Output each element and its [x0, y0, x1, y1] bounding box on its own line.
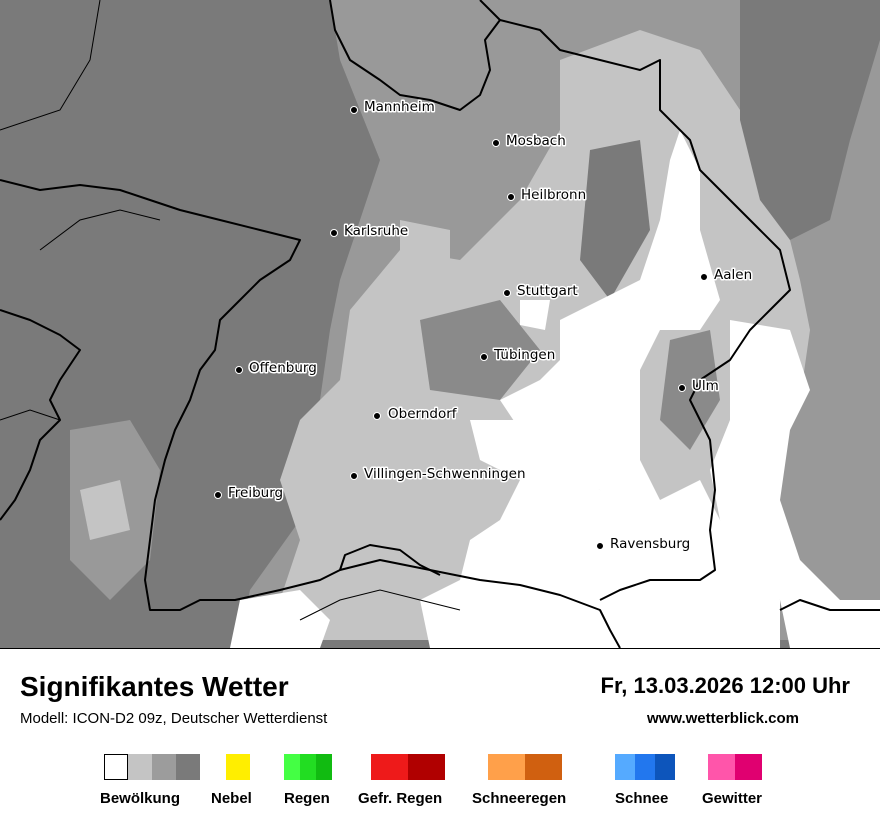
- legend-swatch: [284, 754, 300, 780]
- legend-thunderstorm: Gewitter: [702, 754, 762, 807]
- city-label: Karlsruhe: [344, 223, 408, 239]
- legend-swatch: [104, 754, 128, 780]
- state-border-bw-east: [499, 19, 791, 601]
- city-heilbronn: Heilbronn: [507, 186, 588, 205]
- legend-freezing-rain: Gefr. Regen: [358, 754, 445, 807]
- region-line-1: [0, 0, 101, 131]
- legend-swatch: [488, 754, 525, 780]
- clear-sky-region-sw: [230, 590, 330, 648]
- city-label: Freiburg: [228, 485, 283, 501]
- legend-swatch: [525, 754, 562, 780]
- state-border-bw-north: [329, 0, 501, 111]
- cloud-region-light-2: [400, 220, 450, 290]
- legend-label: Nebel: [211, 790, 252, 807]
- legend-swatch: [735, 754, 762, 780]
- city-label: Offenburg: [249, 360, 317, 376]
- legend-label: Schnee: [615, 790, 669, 807]
- legend-rain: Regen: [284, 754, 332, 807]
- cloud-region-dark-patch-4: [660, 330, 720, 450]
- legend-label: Gewitter: [702, 790, 763, 807]
- legend-swatch: [316, 754, 332, 780]
- cloud-region-dark-patch-2: [420, 300, 540, 400]
- country-border-france: [0, 309, 81, 521]
- legend-sleet: Schneeregen: [472, 754, 566, 807]
- legend-swatch: [300, 754, 316, 780]
- city-freiburg: Freiburg: [214, 484, 285, 503]
- legend-swatch: [226, 754, 250, 780]
- clear-sky-region-patch: [520, 300, 550, 330]
- city-label: Oberndorf: [388, 406, 458, 422]
- city-stuttgart: Stuttgart: [503, 282, 579, 301]
- website-link[interactable]: www.wetterblick.com: [647, 710, 799, 727]
- city-label: Villingen-Schwenningen: [364, 466, 526, 482]
- legend-label: Gefr. Regen: [358, 790, 443, 807]
- city-label: Aalen: [714, 267, 752, 283]
- city-label: Ravensburg: [610, 536, 690, 552]
- legend-swatch: [176, 754, 200, 780]
- legend-swatch: [371, 754, 408, 780]
- city-offenburg: Offenburg: [235, 359, 318, 378]
- model-source: Modell: ICON-D2 09z, Deutscher Wetterdie…: [20, 710, 328, 727]
- legend-label: Schneeregen: [472, 790, 567, 807]
- legend-swatch: [708, 754, 735, 780]
- forecast-datetime: Fr, 13.03.2026 12:00 Uhr: [600, 673, 851, 698]
- region-line-3: [0, 409, 61, 421]
- legend-swatch: [635, 754, 655, 780]
- region-line-2: [39, 209, 161, 251]
- legend-swatch: [128, 754, 152, 780]
- city-ravensburg: Ravensburg: [596, 535, 692, 554]
- city-tuebingen: Tübingen: [480, 346, 557, 365]
- legend-label: Regen: [284, 790, 330, 807]
- city-villingen-schwenningen: Villingen-Schwenningen: [350, 465, 527, 484]
- weather-legend: Bewölkung Nebel Regen Gefr. Regen: [0, 754, 880, 824]
- city-label: Mannheim: [364, 99, 435, 115]
- clear-sky-region: [500, 130, 720, 510]
- legend-swatch: [152, 754, 176, 780]
- legend-label: Bewölkung: [100, 790, 181, 807]
- country-border-austria: [779, 599, 880, 611]
- legend-snow: Schnee: [615, 754, 675, 807]
- map-title: Signifikantes Wetter: [20, 671, 289, 702]
- city-karlsruhe: Karlsruhe: [330, 222, 410, 241]
- cloud-region-dark-patch: [580, 140, 650, 300]
- legend-fog: Nebel: [211, 754, 252, 807]
- legend-cloudiness: Bewölkung: [100, 754, 200, 807]
- cloud-region-light-3: [80, 480, 130, 540]
- region-line-4: [299, 589, 461, 621]
- clear-sky-region-east: [710, 320, 880, 648]
- city-ulm: Ulm: [678, 377, 720, 396]
- legend-swatch: [615, 754, 635, 780]
- country-border-swiss: [339, 544, 441, 576]
- city-label: Heilbronn: [521, 187, 586, 203]
- city-label: Tübingen: [493, 347, 555, 363]
- city-mosbach: Mosbach: [492, 132, 567, 151]
- legend-swatch: [408, 754, 445, 780]
- city-label: Stuttgart: [517, 283, 578, 299]
- city-aalen: Aalen: [700, 266, 754, 285]
- map-footer: Signifikantes Wetter Modell: ICON-D2 09z…: [0, 649, 880, 830]
- city-mannheim: Mannheim: [350, 98, 436, 117]
- legend-swatch: [655, 754, 675, 780]
- city-oberndorf: Oberndorf: [373, 405, 459, 424]
- city-label: Ulm: [692, 378, 719, 394]
- weather-map: Mannheim Mosbach Heilbronn Karlsruhe Aal…: [0, 0, 880, 649]
- cloud-region-dark-patch-3: [740, 0, 880, 240]
- clear-sky-region-south: [420, 420, 780, 648]
- city-label: Mosbach: [506, 133, 566, 149]
- country-border-rhine: [0, 179, 621, 648]
